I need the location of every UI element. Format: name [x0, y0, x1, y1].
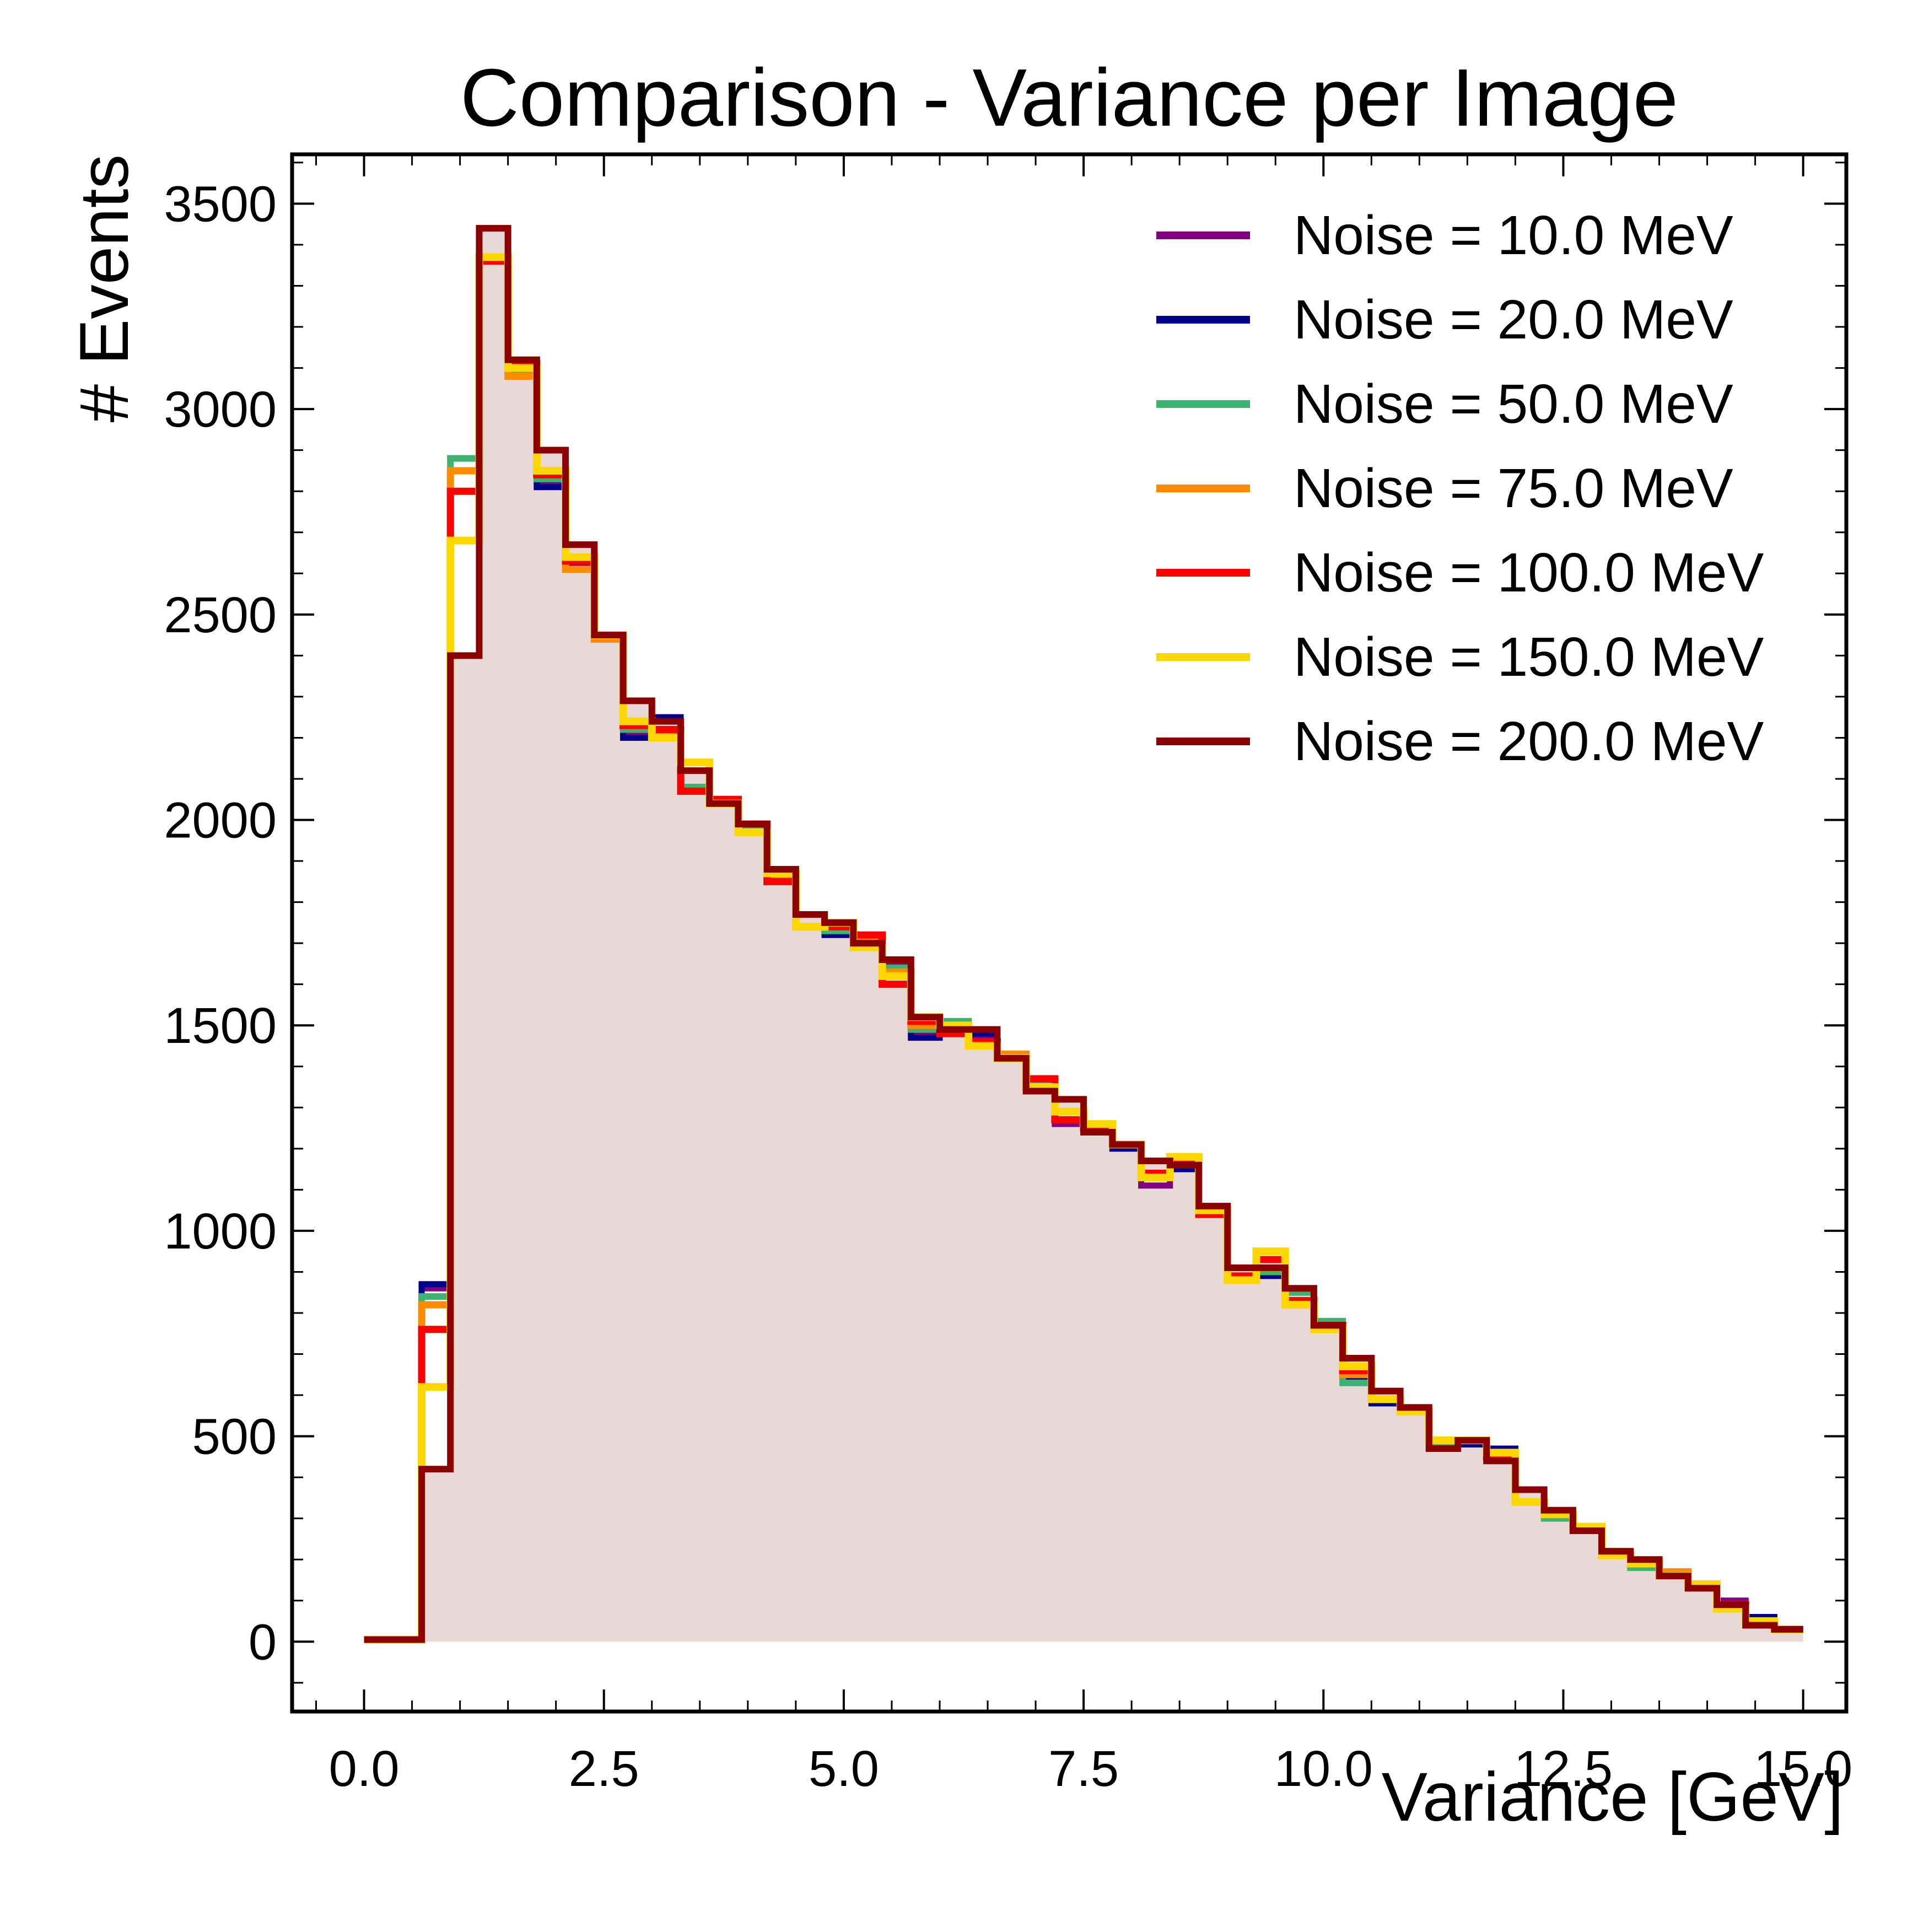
- x-tick-label: 12.5: [1514, 1741, 1613, 1797]
- legend: Noise = 10.0 MeV Noise = 20.0 MeV Noise = …: [1156, 204, 1764, 772]
- chart-title: Comparison - Variance per Image: [460, 52, 1678, 143]
- y-axis-label: # Events: [66, 154, 143, 422]
- x-tick-label: 15.0: [1754, 1741, 1852, 1797]
- y-tick-label: 2500: [164, 587, 277, 643]
- axes-layer: [290, 152, 1849, 1714]
- x-tick-label: 10.0: [1274, 1741, 1373, 1797]
- axes-frame: [290, 152, 1849, 1714]
- legend-label: Noise = 200.0 MeV: [1294, 711, 1764, 772]
- y-tick-label: 1000: [164, 1203, 277, 1260]
- x-axis-label: Variance [GeV]: [1382, 1759, 1844, 1836]
- x-tick-label: 7.5: [1048, 1741, 1119, 1797]
- legend-label: Noise = 20.0 MeV: [1294, 289, 1733, 351]
- legend-label: Noise = 150.0 MeV: [1294, 626, 1764, 688]
- x-tick-label: 2.5: [569, 1741, 639, 1797]
- legend-label: Noise = 50.0 MeV: [1294, 373, 1733, 435]
- x-tick-label: 0.0: [329, 1741, 400, 1797]
- ticks-layer: 0.0 2.5 5.0 7.5 10.0 12.5 15.0 0 500 1000 1500 2000…: [164, 154, 1852, 1797]
- legend-label: Noise = 10.0 MeV: [1294, 204, 1733, 266]
- y-tick-label: 3000: [164, 381, 277, 438]
- histogram-fill-area: [364, 228, 1803, 1642]
- y-tick-label: 1500: [164, 998, 277, 1054]
- series-lines-layer: [364, 225, 1803, 1644]
- legend-label: Noise = 100.0 MeV: [1294, 542, 1764, 604]
- x-tick-label: 5.0: [809, 1741, 879, 1797]
- y-tick-label: 0: [249, 1614, 277, 1670]
- histogram-fill-layer: [364, 228, 1803, 1642]
- series-line: [364, 225, 1803, 1643]
- y-tick-label: 500: [192, 1409, 277, 1465]
- y-tick-label: 3500: [164, 176, 277, 232]
- y-tick-label: 2000: [164, 793, 277, 849]
- legend-label: Noise = 75.0 MeV: [1294, 458, 1733, 519]
